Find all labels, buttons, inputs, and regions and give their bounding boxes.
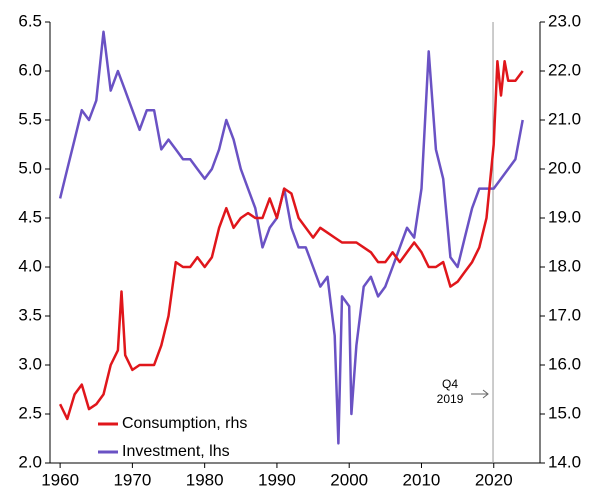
y-tick-label: 4.5 xyxy=(18,207,42,226)
x-tick-label: 2020 xyxy=(475,470,513,489)
legend-label: Consumption, rhs xyxy=(122,415,247,432)
y2-tick-label: 18.0 xyxy=(548,256,581,275)
annotation-arrow xyxy=(471,389,489,399)
line-series xyxy=(58,30,524,445)
y-tick-label: 3.5 xyxy=(18,305,42,324)
y2-tick-label: 21.0 xyxy=(548,109,581,128)
line-series xyxy=(58,59,524,421)
y-tick-label: 2.0 xyxy=(18,452,42,471)
y2-tick-label: 23.0 xyxy=(548,11,581,30)
y2-tick-label: 14.0 xyxy=(548,452,581,471)
y2-tick-label: 17.0 xyxy=(548,305,581,324)
annotation: 2019 xyxy=(437,392,464,406)
x-tick-label: 1980 xyxy=(186,470,224,489)
y2-tick-label: 19.0 xyxy=(548,207,581,226)
annotation: Q4 xyxy=(442,377,458,391)
y-tick-label: 4.0 xyxy=(18,256,42,275)
x-tick-label: 1990 xyxy=(258,470,296,489)
y-tick-label: 5.0 xyxy=(18,158,42,177)
legend-label: Investment, lhs xyxy=(122,443,230,460)
y-tick-label: 2.5 xyxy=(18,403,42,422)
y2-tick-label: 15.0 xyxy=(548,403,581,422)
y2-tick-label: 22.0 xyxy=(548,60,581,79)
x-tick-label: 1970 xyxy=(113,470,151,489)
y2-tick-label: 16.0 xyxy=(548,354,581,373)
x-tick-label: 1960 xyxy=(41,470,79,489)
y-tick-label: 5.5 xyxy=(18,109,42,128)
y-tick-label: 3.0 xyxy=(18,354,42,373)
y2-tick-label: 20.0 xyxy=(548,158,581,177)
y-tick-label: 6.0 xyxy=(18,60,42,79)
x-tick-label: 2000 xyxy=(330,470,368,489)
y-tick-label: 6.5 xyxy=(18,11,42,30)
x-tick-label: 2010 xyxy=(403,470,441,489)
